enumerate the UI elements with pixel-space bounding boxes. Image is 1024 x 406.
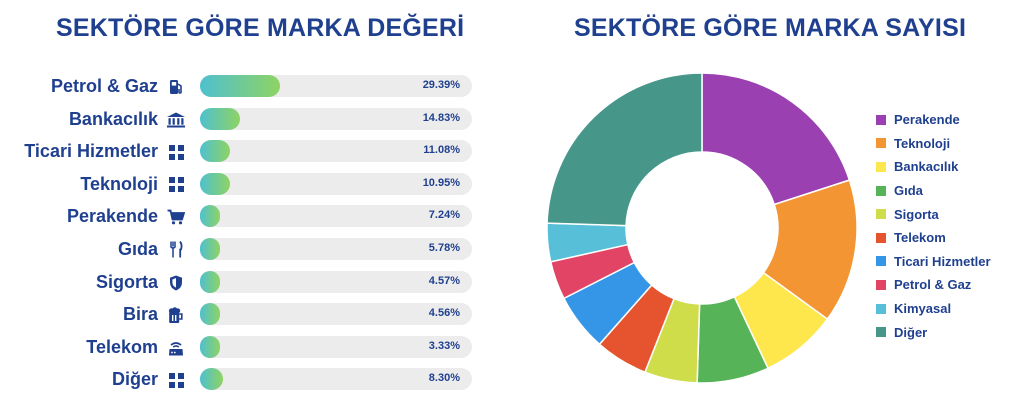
router-icon <box>166 339 186 357</box>
bar-track-teknoloji: 10.95% <box>200 172 472 195</box>
legend-label-telekom: Telekom <box>894 230 946 246</box>
legend-item-sigorta: Sigorta <box>876 202 991 226</box>
bar-row-ticari-hizmetler: Ticari Hizmetler 11.08% <box>0 136 480 169</box>
bar-value-label-ticari-hizmetler: 11.08% <box>423 144 460 157</box>
bar-label-telekom: Telekom <box>86 336 158 357</box>
bar-telekom <box>200 335 220 358</box>
legend-swatch-kimyasal <box>876 303 886 314</box>
bar-row-bira: Bira 4.56% <box>0 299 480 332</box>
grid-icon <box>166 371 186 389</box>
bar-row-bankacilik: Bankacılık 14.83% <box>0 104 480 137</box>
donut-slice-perakende <box>701 72 851 206</box>
bar-sigorta <box>200 270 220 293</box>
bar-label-bankacilik: Bankacılık <box>68 108 158 129</box>
legend-item-teknoloji: Teknoloji <box>876 132 991 156</box>
donut-slice-teknoloji <box>762 179 858 321</box>
grid-icon <box>166 176 186 194</box>
bar-row-perakende: Perakende 7.24% <box>0 201 480 234</box>
donut-chart-title: SEKTÖRE GÖRE MARKA SAYISI <box>574 14 967 42</box>
grid-icon <box>166 143 186 161</box>
bar-label-sigorta: Sigorta <box>95 271 158 292</box>
bar-track-telekom: 3.33% <box>200 335 472 358</box>
bar-value-label-petrol-and-gaz: 29.39% <box>422 79 460 91</box>
bar-perakende <box>200 205 220 228</box>
bar-value-label-teknoloji: 10.95% <box>422 176 460 189</box>
bar-value-label-perakende: 7.24% <box>428 209 460 222</box>
legend-swatch-teknoloji <box>876 138 886 149</box>
bar-row-telekom: Telekom 3.33% <box>0 332 480 365</box>
legend-label-bankacilik: Bankacılık <box>894 159 959 175</box>
bar-track-bira: 4.56% <box>200 303 472 326</box>
legend-item-bankacilik: Bankacılık <box>876 155 991 179</box>
legend-label-teknoloji: Teknoloji <box>894 135 951 151</box>
donut-chart <box>546 72 858 384</box>
bar-label-diger: Diğer <box>111 369 158 390</box>
bar-label-perakende: Perakende <box>66 206 158 227</box>
bar-row-diger: Diğer 8.30% <box>0 364 480 397</box>
bar-label-ticari-hizmetler: Ticari Hizmetler <box>24 141 158 162</box>
bar-gida <box>200 237 220 260</box>
legend-item-gida: Gıda <box>876 179 991 203</box>
bar-bankacilik <box>200 107 241 130</box>
shield-icon <box>166 274 186 292</box>
legend-label-diger: Diğer <box>894 324 928 340</box>
bar-value-label-gida: 5.78% <box>428 241 460 254</box>
bar-label-bira: Bira <box>122 304 158 325</box>
bar-bira <box>200 303 220 326</box>
bar-row-teknoloji: Teknoloji 10.95% <box>0 169 480 202</box>
legend-label-petrol-and-gaz: Petrol & Gaz <box>894 277 972 293</box>
legend-label-sigorta: Sigorta <box>894 206 939 222</box>
legend-item-ticari-hizmetler: Ticari Hizmetler <box>876 250 991 274</box>
bar-chart-title: SEKTÖRE GÖRE MARKA DEĞERİ <box>56 14 465 42</box>
legend-swatch-sigorta <box>876 209 886 220</box>
bar-track-gida: 5.78% <box>200 237 472 260</box>
bar-diger <box>200 368 223 391</box>
bar-label-gida: Gıda <box>117 238 158 259</box>
legend-swatch-diger <box>876 327 886 338</box>
beer-mug-icon <box>166 306 186 324</box>
bar-track-perakende: 7.24% <box>200 205 472 228</box>
legend-swatch-gida <box>876 185 886 196</box>
bar-chart: Petrol & Gaz 29.39% Bankacılık 14.83% Ticari… <box>0 71 480 397</box>
bar-value-label-telekom: 3.33% <box>428 339 460 352</box>
bar-ticari-hizmetler <box>200 140 231 163</box>
bar-value-label-sigorta: 4.57% <box>428 274 460 287</box>
legend-item-telekom: Telekom <box>876 226 991 250</box>
legend-item-perakende: Perakende <box>876 108 991 132</box>
donut-slice-diger <box>546 72 703 227</box>
legend-swatch-perakende <box>876 114 886 125</box>
bar-track-diger: 8.30% <box>200 368 472 391</box>
donut-legend: Perakende Teknoloji Bankacılık Gıda Sigorta T… <box>876 108 991 344</box>
bar-row-gida: Gıda 5.78% <box>0 234 480 267</box>
shopping-cart-icon <box>166 208 186 226</box>
bar-petrol-and-gaz <box>200 75 280 97</box>
bank-building-icon <box>166 111 186 129</box>
legend-swatch-petrol-and-gaz <box>876 279 886 290</box>
bar-value-label-diger: 8.30% <box>428 372 460 385</box>
bar-track-ticari-hizmetler: 11.08% <box>200 140 472 163</box>
legend-swatch-bankacilik <box>876 161 886 172</box>
bar-track-sigorta: 4.57% <box>200 270 472 293</box>
bar-row-sigorta: Sigorta 4.57% <box>0 267 480 300</box>
fork-knife-icon <box>166 241 186 259</box>
bar-track-bankacilik: 14.83% <box>200 107 472 130</box>
bar-label-teknoloji: Teknoloji <box>80 173 158 194</box>
bar-track-petrol-and-gaz: 29.39% <box>200 75 472 97</box>
legend-label-gida: Gıda <box>894 183 923 199</box>
legend-item-diger: Diğer <box>876 320 991 344</box>
legend-label-ticari-hizmetler: Ticari Hizmetler <box>894 253 991 269</box>
legend-swatch-ticari-hizmetler <box>876 256 886 267</box>
bar-value-label-bankacilik: 14.83% <box>422 111 460 124</box>
legend-item-kimyasal: Kimyasal <box>876 297 991 321</box>
legend-label-kimyasal: Kimyasal <box>894 301 952 317</box>
legend-label-perakende: Perakende <box>894 112 960 128</box>
bar-row-petrol-and-gaz: Petrol & Gaz 29.39% <box>0 71 480 104</box>
fuel-pump-icon <box>166 78 186 96</box>
bar-label-petrol-and-gaz: Petrol & Gaz <box>50 76 158 96</box>
legend-item-petrol-and-gaz: Petrol & Gaz <box>876 273 991 297</box>
legend-swatch-telekom <box>876 232 886 243</box>
bar-teknoloji <box>200 172 230 195</box>
bar-value-label-bira: 4.56% <box>428 307 460 320</box>
